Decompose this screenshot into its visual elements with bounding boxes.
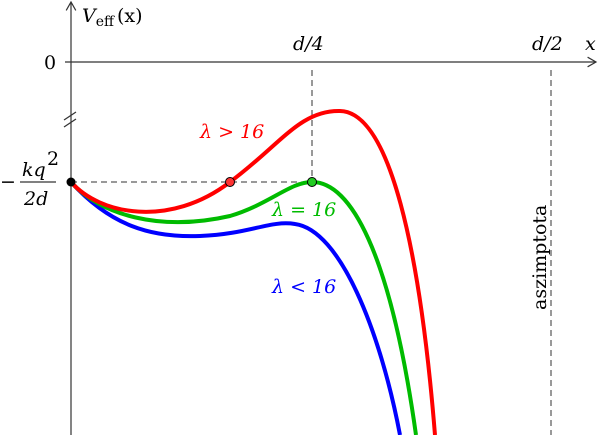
red-intersection-point xyxy=(225,177,235,187)
svg-text:2: 2 xyxy=(47,148,59,170)
curve-lambda-equal-16 xyxy=(69,179,418,435)
label-lambda-less-16: λ < 16 xyxy=(271,276,336,298)
level-label: − kq 2 2d xyxy=(0,148,59,210)
curve-lambda-greater-16 xyxy=(69,108,437,435)
label-lambda-greater-16: λ > 16 xyxy=(199,121,264,143)
y-axis-label: Veff (x) xyxy=(82,5,143,30)
svg-text:kq: kq xyxy=(22,159,46,181)
start-point xyxy=(66,177,76,187)
curve-lambda-less-16 xyxy=(69,180,402,435)
tick-d2: d/2 xyxy=(532,33,563,55)
svg-text:2d: 2d xyxy=(23,188,48,210)
asymptote-label: aszimptota xyxy=(529,205,551,310)
zero-label: 0 xyxy=(44,52,56,74)
svg-text:−: − xyxy=(0,171,16,193)
x-axis-label: x xyxy=(585,33,596,55)
label-lambda-equal-16: λ = 16 xyxy=(271,199,336,221)
tick-d4: d/4 xyxy=(293,33,324,55)
axis-break-mark xyxy=(63,111,77,128)
green-max-point xyxy=(307,177,317,187)
